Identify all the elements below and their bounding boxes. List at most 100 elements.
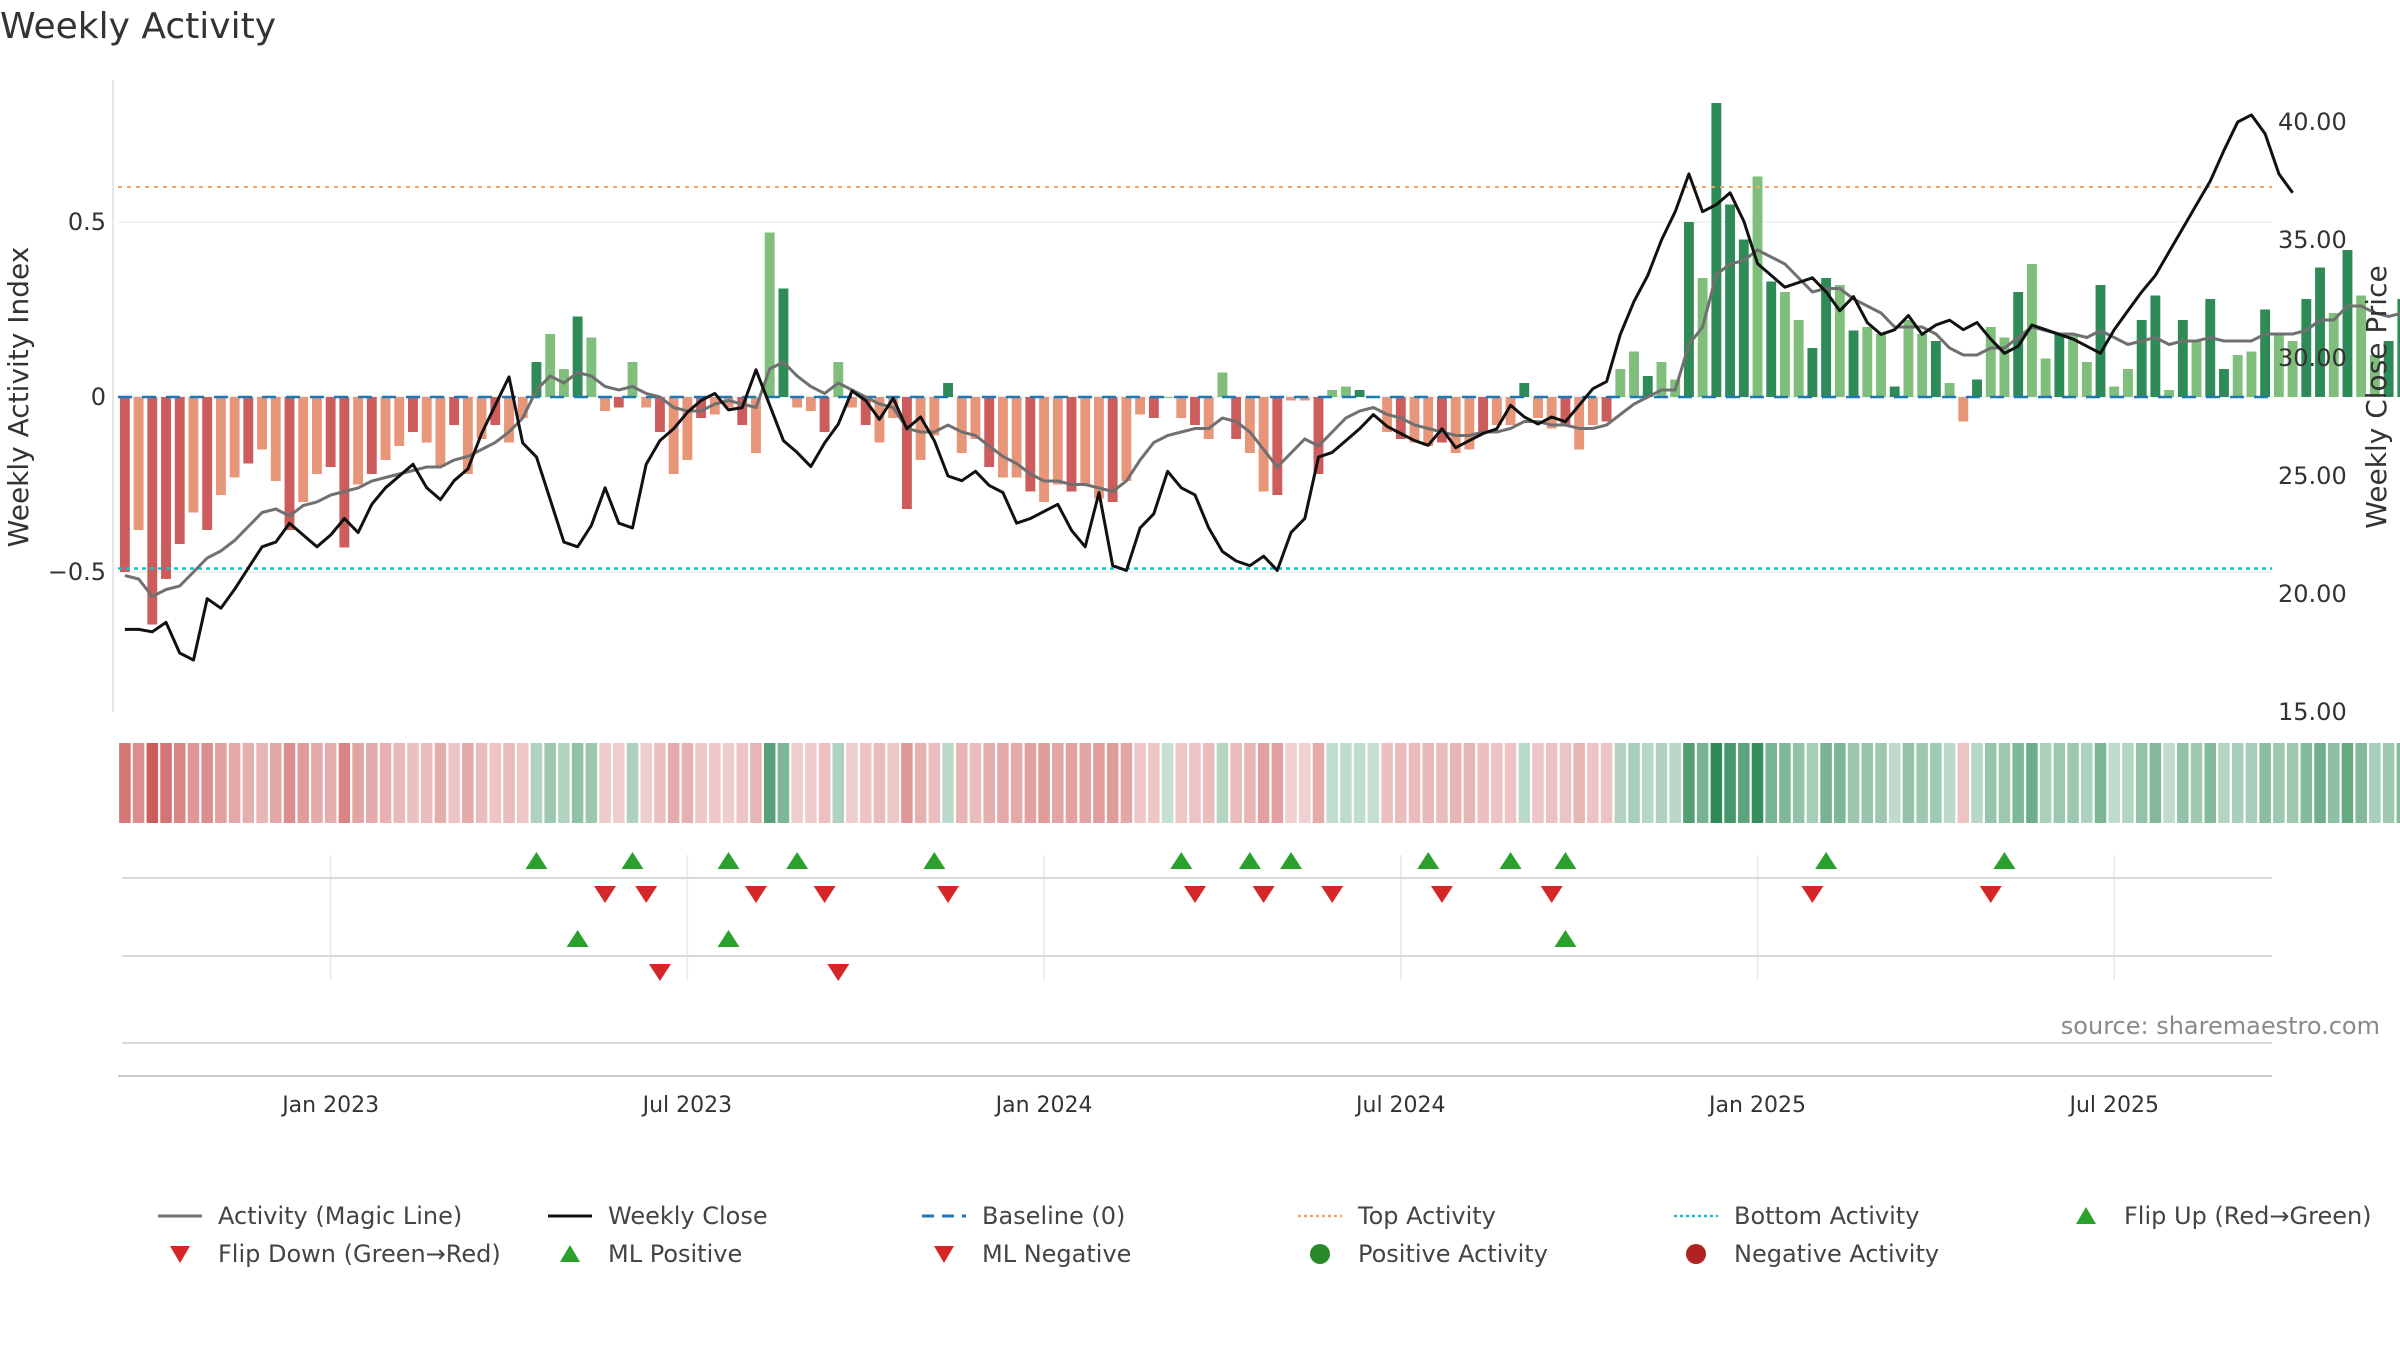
price-and-magic-lines: [124, 113, 2400, 662]
strip-cell: [640, 743, 652, 823]
flip-down-marker: [813, 886, 836, 903]
strip-cell: [1683, 743, 1695, 823]
activity-bar: [133, 397, 144, 530]
legend-swatch: [1674, 1214, 1718, 1218]
legend-label: ML Positive: [608, 1240, 743, 1268]
strip-cell: [695, 743, 707, 823]
legend-swatch: [1686, 1244, 1706, 1264]
legend-label: Bottom Activity: [1734, 1202, 1920, 1230]
strip-cell: [228, 743, 241, 823]
activity-bar: [1642, 376, 1653, 397]
activity-bar: [1217, 372, 1228, 397]
activity-bar: [1464, 397, 1475, 450]
activity-bar: [531, 362, 542, 397]
activity-bar: [435, 397, 446, 467]
activity-bar: [1601, 397, 1612, 422]
strip-cell: [901, 743, 913, 823]
flip-up-marker: [1170, 852, 1193, 869]
activity-bar: [1587, 397, 1598, 425]
activity-bar: [2205, 299, 2216, 397]
activity-bar: [1834, 285, 1845, 397]
strip-cell: [1422, 743, 1434, 823]
strip-cell: [1298, 743, 1311, 823]
activity-bar: [325, 397, 336, 467]
activity-bar: [1930, 341, 1941, 397]
activity-bar: [1478, 397, 1489, 432]
strip-cell: [2053, 743, 2066, 823]
x-tick-label: Jul 2023: [641, 1093, 733, 1118]
activity-bar: [901, 397, 912, 509]
activity-bar: [462, 397, 473, 474]
strip-cell: [1600, 743, 1613, 823]
strip-cell: [1312, 743, 1325, 823]
strip-cell: [201, 743, 213, 823]
strip-cell: [1271, 743, 1284, 823]
strip-cell: [393, 743, 406, 823]
strip-cell: [1024, 743, 1037, 823]
activity-bar: [1437, 397, 1447, 443]
activity-bar: [1546, 397, 1557, 429]
activity-bar: [1491, 397, 1502, 425]
legend-label: Top Activity: [1358, 1202, 1496, 1230]
ml-negative-marker: [827, 964, 850, 981]
strip-cell: [434, 743, 447, 823]
activity-bar: [2232, 355, 2243, 397]
strip-cell: [1765, 743, 1777, 823]
activity-bar: [2095, 285, 2106, 397]
flip-down-marker: [1430, 886, 1453, 903]
flip-up-marker: [621, 852, 644, 869]
x-tick-label: Jul 2024: [1354, 1093, 1446, 1118]
activity-bar: [696, 397, 707, 418]
legend-swatch: [560, 1245, 580, 1262]
activity-bar: [202, 397, 213, 530]
activity-bar: [1244, 397, 1255, 453]
right-axis-title: Weekly Close Price: [2360, 265, 2393, 528]
strip-cell: [1189, 743, 1201, 823]
strip-cell: [1518, 743, 1531, 823]
strip-cell: [407, 743, 419, 823]
activity-bar: [1560, 397, 1571, 425]
strip-cell: [1957, 743, 1970, 823]
legend-swatch: [170, 1246, 190, 1263]
strip-cell: [2259, 743, 2271, 823]
strip-cell: [914, 743, 927, 823]
activity-bar: [600, 397, 610, 411]
strip-cell: [2149, 743, 2162, 823]
activity-bar: [174, 397, 185, 544]
activity-bar: [1052, 397, 1063, 485]
activity-bar: [997, 397, 1008, 478]
activity-bar: [2054, 334, 2065, 397]
strip-cell: [1710, 743, 1723, 823]
flip-up-marker: [1815, 852, 1838, 869]
strip-cell: [997, 743, 1009, 823]
strip-cell: [1998, 743, 2011, 823]
strip-cell: [544, 743, 556, 823]
strip-cell: [324, 743, 337, 823]
right-tick-label: 30.00: [2278, 344, 2347, 372]
axes: 0.5 0 −0.5 40.00 35.00 30.00 25.00 20.00 15.00 Ja…: [2, 80, 2393, 1118]
activity-bar: [723, 397, 734, 408]
activity-bar: [1533, 397, 1543, 418]
activity-bar: [2342, 250, 2353, 397]
strip-cell: [791, 743, 803, 823]
legend-label: Positive Activity: [1358, 1240, 1548, 1268]
strip-cell: [2273, 743, 2285, 823]
activity-bar: [1121, 397, 1132, 481]
strip-cell: [2204, 743, 2217, 823]
strip-cell: [818, 743, 831, 823]
activity-bar: [1272, 397, 1283, 495]
activity-bar: [1903, 320, 1914, 397]
flip-up-marker: [1499, 852, 1522, 869]
strip-cell: [1696, 743, 1709, 823]
strip-cell: [2382, 743, 2395, 823]
strip-cell: [1984, 743, 1997, 823]
strip-cell: [1381, 743, 1393, 823]
activity-bar: [2246, 351, 2257, 397]
strip-cell: [270, 743, 282, 823]
activity-strip: [119, 743, 2400, 823]
ml-negative-marker: [648, 964, 671, 981]
legend-triangle-up: [2076, 1207, 2096, 1224]
strip-cell: [2081, 743, 2093, 823]
activity-bar: [119, 397, 130, 572]
flip-up-marker: [525, 852, 548, 869]
